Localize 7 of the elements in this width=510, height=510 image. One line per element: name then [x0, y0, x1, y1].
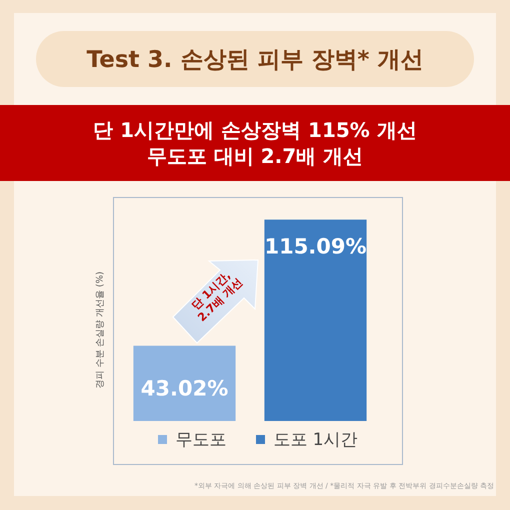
data-label: 43.02% [140, 376, 228, 401]
text: 경피 수분 손실량 개선율 (%) [94, 271, 106, 389]
data-label: 115.09% [264, 234, 367, 259]
chart-subtitle: 단 1시간만에 손상장벽 115% 개선 무도포 대비 2.7배 개선 [93, 117, 417, 169]
legend-label: 도포 1시간 [273, 429, 358, 451]
chart-title: Test 3. 손상된 피부 장벽* 개선 [86, 46, 424, 74]
legend-label: 무도포 [175, 429, 226, 451]
